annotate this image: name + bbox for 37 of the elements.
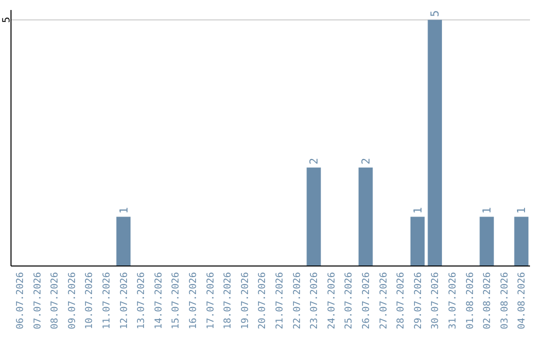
x-tick-label: 01.08.2026 xyxy=(464,272,476,330)
x-tick-label: 27.07.2026 xyxy=(378,272,390,330)
x-tick-label: 17.07.2026 xyxy=(205,272,216,330)
x-tick-label: 24.07.2026 xyxy=(326,272,338,330)
x-tick-label: 18.07.2026 xyxy=(222,272,234,330)
x-tick-label: 09.07.2026 xyxy=(66,272,78,330)
data-label: 1 xyxy=(480,207,494,214)
x-tick-label: 02.08.2026 xyxy=(482,272,494,330)
data-label: 2 xyxy=(308,158,321,165)
x-tick-label: 31.07.2026 xyxy=(447,272,458,330)
x-tick-label: 19.07.2026 xyxy=(240,272,251,330)
x-tick-label: 29.07.2026 xyxy=(412,272,424,330)
data-label: 1 xyxy=(515,207,528,214)
x-tick-label: 03.08.2026 xyxy=(499,272,510,330)
x-tick-label: 14.07.2026 xyxy=(153,272,164,330)
x-tick-label: 15.07.2026 xyxy=(170,272,182,330)
x-tick-label: 07.07.2026 xyxy=(32,272,44,330)
x-tick-label: 20.07.2026 xyxy=(257,272,268,330)
x-tick-label: 30.07.2026 xyxy=(430,272,442,330)
x-tick-label: 06.07.2026 xyxy=(14,272,26,330)
x-tick-label: 16.07.2026 xyxy=(188,272,199,330)
x-tick-label: 12.07.2026 xyxy=(118,272,130,330)
x-tick-label: 04.08.2026 xyxy=(516,272,528,330)
data-label: 5 xyxy=(428,10,442,17)
x-tick-label: 22.07.2026 xyxy=(292,272,303,330)
data-label: 2 xyxy=(360,158,372,165)
data-label: 1 xyxy=(411,207,424,214)
x-tick-label: 21.07.2026 xyxy=(274,272,286,330)
x-tick-label: 26.07.2026 xyxy=(360,272,372,330)
x-tick-label: 13.07.2026 xyxy=(136,272,148,330)
data-label: 1 xyxy=(117,207,130,214)
x-tick-label: 23.07.2026 xyxy=(309,272,320,330)
x-tick-label: 08.07.2026 xyxy=(50,272,61,330)
x-tick-label: 28.07.2026 xyxy=(396,272,407,330)
x-tick-label: 11.07.2026 xyxy=(101,272,112,330)
x-tick-label: 10.07.2026 xyxy=(84,272,96,330)
x-tick-label: 25.07.2026 xyxy=(344,272,355,330)
